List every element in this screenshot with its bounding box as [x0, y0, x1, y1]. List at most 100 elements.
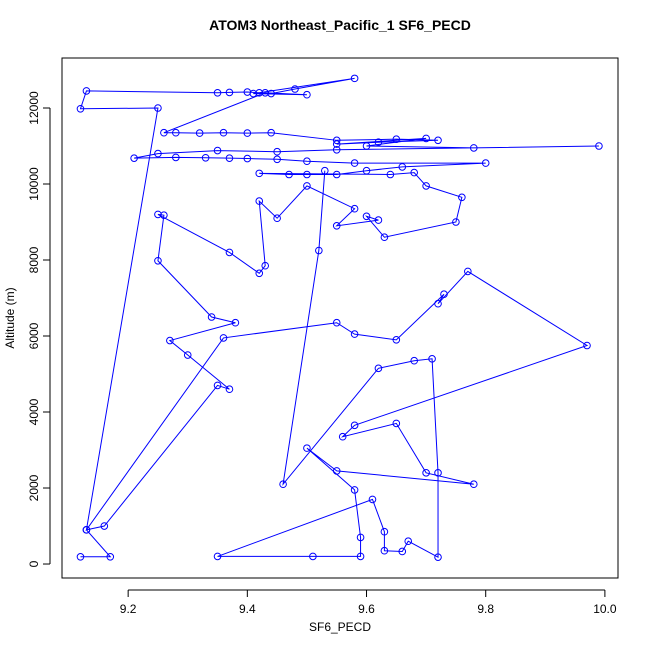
- data-point: [368, 495, 377, 504]
- data-point: [255, 89, 264, 97]
- data-point: [583, 341, 591, 350]
- data-point: [303, 157, 311, 166]
- data-point: [219, 128, 228, 137]
- data-point: [434, 136, 442, 145]
- data-point: [82, 87, 91, 95]
- data-point: [243, 154, 252, 163]
- x-tick-label: 9.8: [477, 602, 494, 616]
- data-point: [392, 135, 401, 143]
- data-point: [362, 212, 371, 221]
- data-point: [219, 334, 228, 342]
- data-point: [398, 547, 407, 556]
- x-axis-label: SF6_PECD: [309, 620, 371, 634]
- data-point: [285, 170, 293, 179]
- data-point: [434, 299, 442, 308]
- x-tick-label: 9.4: [239, 602, 256, 616]
- data-point: [380, 527, 389, 536]
- data-point: [225, 385, 234, 394]
- data-point: [380, 546, 389, 555]
- data-point: [332, 222, 341, 230]
- data-point: [273, 155, 281, 164]
- data-point: [309, 552, 317, 561]
- data-point: [130, 154, 138, 162]
- data-point: [362, 142, 371, 150]
- data-point: [374, 138, 383, 147]
- data-point: [398, 163, 407, 171]
- data-point: [595, 142, 603, 150]
- data-point: [350, 421, 359, 430]
- data-point: [350, 74, 359, 83]
- data-point: [273, 214, 281, 223]
- x-tick-label: 10.0: [593, 602, 617, 616]
- data-point: [225, 154, 234, 162]
- data-point: [261, 89, 270, 97]
- y-tick-label: 2000: [27, 474, 41, 501]
- data-point: [303, 182, 311, 190]
- data-point: [291, 85, 299, 93]
- data-point: [434, 553, 442, 561]
- data-point: [481, 159, 490, 167]
- data-point: [332, 467, 341, 475]
- data-point: [166, 336, 174, 345]
- data-point: [273, 147, 281, 156]
- data-point: [332, 318, 341, 327]
- data-point: [362, 166, 371, 175]
- data-point: [231, 318, 240, 327]
- data-point: [82, 526, 91, 534]
- chart-title: ATOM3 Northeast_Pacific_1 SF6_PECD: [209, 17, 471, 33]
- data-point: [154, 104, 162, 112]
- data-point: [279, 480, 287, 489]
- data-point: [303, 444, 311, 452]
- data-point: [332, 140, 341, 148]
- data-point: [356, 533, 365, 542]
- data-point: [332, 136, 341, 145]
- plot-frame: [61, 57, 619, 579]
- data-point: [267, 89, 275, 98]
- data-point: [213, 381, 222, 390]
- data-point: [374, 364, 383, 373]
- data-point: [255, 269, 264, 278]
- data-point: [183, 351, 192, 359]
- data-point: [469, 144, 478, 152]
- data-point: [410, 356, 418, 365]
- x-tick-label: 9.2: [120, 602, 137, 616]
- data-point: [225, 248, 234, 257]
- data-point: [434, 469, 442, 477]
- data-point: [332, 170, 341, 179]
- data-point: [76, 552, 85, 561]
- y-tick-label: 10000: [27, 167, 41, 201]
- data-point: [350, 486, 359, 494]
- data-point: [172, 128, 180, 137]
- y-axis-label: Altitude (m): [3, 287, 17, 348]
- data-point: [303, 170, 311, 179]
- data-point: [100, 522, 109, 530]
- data-point: [213, 89, 222, 97]
- data-point: [422, 134, 430, 143]
- data-point: [350, 204, 359, 213]
- data-point: [321, 166, 329, 175]
- data-point: [261, 261, 270, 270]
- data-point: [255, 197, 264, 205]
- data-point: [428, 355, 436, 363]
- data-point: [160, 211, 168, 219]
- data-point: [422, 182, 430, 190]
- data-point: [386, 170, 395, 179]
- data-point: [249, 89, 258, 98]
- data-point: [160, 128, 168, 137]
- data-point: [392, 336, 401, 344]
- data-point: [338, 432, 347, 441]
- data-point: [374, 216, 383, 224]
- data-point: [452, 218, 460, 226]
- data-point: [154, 256, 162, 265]
- data-point: [315, 246, 323, 255]
- data-point: [243, 129, 252, 137]
- data-point: [392, 419, 401, 428]
- series-line: [79, 77, 599, 559]
- data-point: [458, 193, 466, 202]
- data-point: [213, 146, 222, 155]
- data-point: [154, 149, 162, 158]
- data-point: [404, 537, 413, 546]
- data-point: [464, 267, 472, 276]
- data-point: [255, 169, 264, 178]
